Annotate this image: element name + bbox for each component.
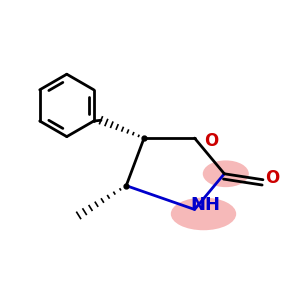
Ellipse shape [171,198,236,230]
Text: O: O [265,169,279,187]
Text: NH: NH [190,196,220,214]
Text: O: O [204,132,218,150]
Ellipse shape [203,160,249,187]
